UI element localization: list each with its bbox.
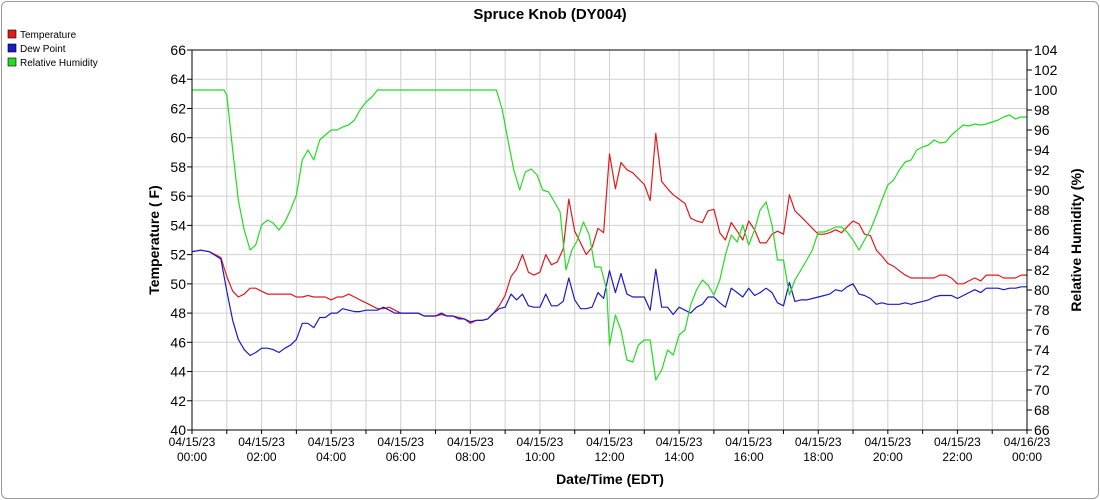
chart-title: Spruce Knob (DY004) (473, 6, 626, 23)
left-tick-label: 58 (170, 159, 186, 175)
x-tick-label-date: 04/15/23 (238, 435, 285, 449)
x-tick-label-date: 04/15/23 (725, 435, 772, 449)
x-tick-label-date: 04/15/23 (447, 435, 494, 449)
legend-swatch-dew-point (7, 43, 17, 53)
x-tick-label-time: 20:00 (873, 450, 903, 464)
right-tick-label: 72 (1034, 362, 1050, 378)
x-tick-label-date: 04/15/23 (656, 435, 703, 449)
x-axis-title: Date/Time (EDT) (556, 471, 664, 487)
legend-swatch-temperature (7, 29, 17, 39)
series-line-dew-point (191, 249, 1027, 357)
legend-swatch-relative-humidity (7, 57, 17, 67)
x-tick-label-date: 04/15/23 (934, 435, 981, 449)
x-tick-label-time: 02:00 (247, 450, 277, 464)
x-tick-label-time: 18:00 (803, 450, 833, 464)
series-lines (191, 89, 1027, 381)
x-tick-label-time: 08:00 (455, 450, 485, 464)
x-tick-label-time: 10:00 (525, 450, 555, 464)
right-tick-label: 102 (1034, 62, 1058, 78)
right-tick-label: 82 (1034, 262, 1050, 278)
left-tick-label: 42 (170, 393, 186, 409)
legend-label-dew-point: Dew Point (20, 44, 66, 55)
legend-label-temperature: Temperature (20, 30, 77, 41)
right-tick-label: 78 (1034, 302, 1050, 318)
left-axis-ticks: 40 42 44 46 48 50 52 54 56 58 60 62 64 66 (170, 42, 192, 438)
x-tick-label-date: 04/15/23 (169, 435, 216, 449)
left-tick-label: 46 (170, 334, 186, 350)
grid (191, 49, 1028, 431)
x-tick-label-time: 04:00 (316, 450, 346, 464)
x-tick-label-time: 00:00 (1012, 450, 1042, 464)
right-tick-label: 86 (1034, 222, 1050, 238)
left-tick-label: 56 (170, 188, 186, 204)
series-line-relative-humidity (192, 89, 1027, 381)
left-tick-label: 64 (170, 71, 186, 87)
left-tick-label: 60 (170, 130, 186, 146)
x-tick-label-date: 04/15/23 (864, 435, 911, 449)
right-axis-ticks: 66 68 70 72 74 76 78 80 82 84 86 88 90 92 94 96 98 100 102… (1027, 42, 1058, 438)
legend: Temperature Dew Point Relative Humidity (7, 29, 98, 69)
x-tick-label-time: 00:00 (177, 450, 207, 464)
y-axis-title: Temperature ( F) (146, 185, 162, 294)
x-tick-label-time: 22:00 (942, 450, 972, 464)
right-tick-label: 66 (1034, 422, 1050, 438)
right-tick-label: 68 (1034, 402, 1050, 418)
right-tick-label: 70 (1034, 382, 1050, 398)
right-tick-label: 90 (1034, 182, 1050, 198)
right-tick-label: 92 (1034, 162, 1050, 178)
y2-axis-title: Relative Humidity (%) (1068, 168, 1084, 311)
x-tick-label-time: 16:00 (734, 450, 764, 464)
x-tick-label-date: 04/15/23 (377, 435, 424, 449)
x-axis-ticks: 04/15/2300:0004/15/2302:0004/15/2304:000… (169, 430, 1051, 464)
right-tick-label: 80 (1034, 282, 1050, 298)
left-tick-label: 40 (170, 422, 186, 438)
right-tick-label: 88 (1034, 202, 1050, 218)
left-tick-label: 50 (170, 276, 186, 292)
x-tick-label-time: 12:00 (594, 450, 624, 464)
left-tick-label: 44 (170, 364, 186, 380)
right-tick-label: 94 (1034, 142, 1050, 158)
right-tick-label: 76 (1034, 322, 1050, 338)
right-tick-label: 74 (1034, 342, 1050, 358)
right-tick-label: 98 (1034, 102, 1050, 118)
left-tick-label: 48 (170, 305, 186, 321)
right-tick-label: 96 (1034, 122, 1050, 138)
x-tick-label-time: 06:00 (386, 450, 416, 464)
left-tick-label: 52 (170, 247, 186, 263)
left-tick-label: 66 (170, 42, 186, 58)
legend-label-relative-humidity: Relative Humidity (20, 58, 98, 69)
x-tick-label-date: 04/15/23 (795, 435, 842, 449)
right-tick-label: 104 (1034, 42, 1058, 58)
left-tick-label: 54 (170, 217, 186, 233)
x-tick-label-date: 04/15/23 (517, 435, 564, 449)
x-tick-label-date: 04/16/23 (1004, 435, 1051, 449)
series-line-temperature (191, 132, 1027, 324)
x-tick-label-date: 04/15/23 (308, 435, 355, 449)
left-tick-label: 62 (170, 100, 186, 116)
right-tick-label: 100 (1034, 82, 1058, 98)
x-tick-label-date: 04/15/23 (586, 435, 633, 449)
x-tick-label-time: 14:00 (664, 450, 694, 464)
right-tick-label: 84 (1034, 242, 1050, 258)
